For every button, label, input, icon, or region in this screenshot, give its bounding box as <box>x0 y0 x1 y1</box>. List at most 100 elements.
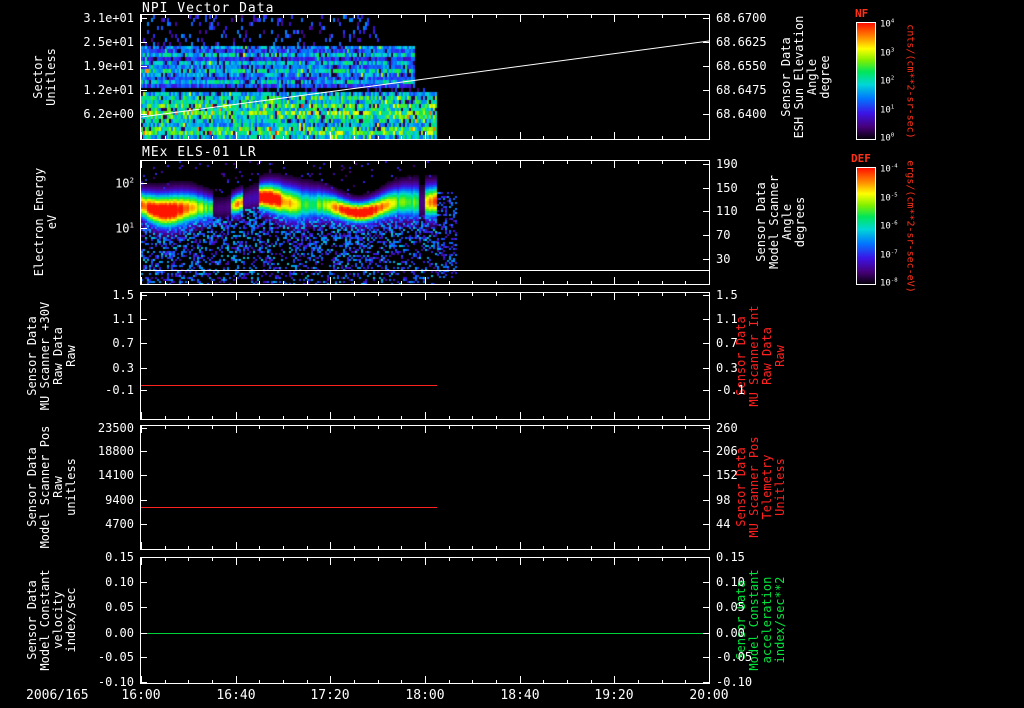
x-tick-mark <box>449 558 450 561</box>
right-axis-tick-label: 0.00 <box>716 625 745 640</box>
axis-label-line: unitless <box>64 458 78 516</box>
model-constant-velocity-panel[interactable] <box>140 557 710 684</box>
x-tick-mark <box>378 426 379 429</box>
y-tick-mark <box>141 582 147 583</box>
right-axis-tick-label: 0.7 <box>716 336 738 351</box>
x-tick-mark <box>401 680 402 683</box>
panel5-left-axis-label: Sensor Data Model Constant velocity index/s… <box>25 545 79 695</box>
x-tick-mark <box>472 161 473 164</box>
x-tick-mark <box>354 416 355 419</box>
y-tick-mark <box>141 368 147 369</box>
x-tick-mark <box>591 558 592 561</box>
y-tick-mark <box>703 295 709 296</box>
right-axis-tick-label: 44 <box>716 516 731 531</box>
y-tick-mark <box>703 607 709 608</box>
x-tick-mark <box>212 161 213 164</box>
x-tick-mark <box>165 281 166 284</box>
y-axis-tick-label: 0.15 <box>105 550 134 564</box>
mu-scanner-30v-panel[interactable] <box>140 292 710 420</box>
colorbar-tick-label: 101 <box>880 104 895 116</box>
x-tick-mark <box>330 676 331 683</box>
els-energy-spectrogram-panel[interactable] <box>140 160 710 285</box>
x-tick-mark <box>259 416 260 419</box>
x-tick-mark <box>188 15 189 18</box>
model-scanner-pos-series-line <box>141 507 437 508</box>
panel4-left-axis-label: Sensor Data Model Scanner Pos Raw unitless <box>25 412 79 562</box>
axis-label-line: Raw <box>64 345 78 367</box>
x-tick-mark <box>709 676 710 683</box>
x-tick-mark <box>662 546 663 549</box>
x-tick-mark <box>567 293 568 296</box>
y-tick-mark <box>703 475 709 476</box>
x-tick-mark <box>401 558 402 561</box>
y-tick-mark <box>703 451 709 452</box>
x-axis-tick-label: 19:20 <box>594 688 634 703</box>
x-tick-mark <box>141 132 142 139</box>
x-tick-mark <box>709 132 710 139</box>
x-tick-mark <box>520 412 521 419</box>
x-tick-mark <box>662 426 663 429</box>
y-tick-mark <box>703 42 709 43</box>
y-tick-mark <box>141 557 147 558</box>
x-tick-mark <box>141 676 142 683</box>
y-axis-tick-label: 3.1e+01 <box>83 11 134 26</box>
x-tick-mark <box>638 680 639 683</box>
y-tick-mark <box>703 259 709 260</box>
x-tick-mark <box>496 136 497 139</box>
y-tick-mark <box>141 682 147 683</box>
x-tick-mark <box>472 15 473 18</box>
y-axis-tick-label: -0.1 <box>105 383 134 398</box>
x-tick-mark <box>638 293 639 296</box>
x-tick-mark <box>567 416 568 419</box>
x-tick-mark <box>378 293 379 296</box>
x-tick-mark <box>307 161 308 164</box>
x-tick-mark <box>236 426 237 433</box>
x-tick-mark <box>259 293 260 296</box>
x-tick-mark <box>543 416 544 419</box>
y-tick-mark <box>703 390 709 391</box>
model-scanner-pos-panel[interactable] <box>140 425 710 550</box>
axis-label-line: Unitless <box>773 458 787 516</box>
x-tick-mark <box>212 546 213 549</box>
x-tick-mark <box>614 161 615 168</box>
right-axis-tick-label: 0.3 <box>716 360 738 375</box>
colorbar-tick-label: 10-8 <box>880 277 898 289</box>
x-tick-mark <box>567 281 568 284</box>
x-tick-mark <box>236 277 237 284</box>
x-tick-mark <box>591 281 592 284</box>
y-axis-tick-label: 0.10 <box>105 574 134 589</box>
model-constant-velocity-series-line <box>141 633 709 634</box>
x-tick-mark <box>188 281 189 284</box>
x-tick-mark <box>425 161 426 168</box>
y-axis-tick-label: 4700 <box>105 516 134 531</box>
nf-colorbar <box>856 22 876 140</box>
els-spectrogram-image <box>141 161 709 284</box>
sun-elevation-angle-line <box>141 40 709 118</box>
y-tick-mark <box>703 114 709 115</box>
x-tick-mark <box>259 546 260 549</box>
colorbar-tick-label: 100 <box>880 132 895 144</box>
right-axis-tick-label: 68.6700 <box>716 11 767 26</box>
x-tick-mark <box>165 15 166 18</box>
x-tick-mark <box>614 426 615 433</box>
x-tick-mark <box>307 136 308 139</box>
right-axis-tick-label: 68.6625 <box>716 35 767 50</box>
els-baseline-line <box>141 270 709 271</box>
x-tick-mark <box>401 293 402 296</box>
y-tick-mark <box>141 343 147 344</box>
def-colorbar-unit-label: ergs/(cm**2-sr-sec-eV) <box>904 152 917 302</box>
x-tick-mark <box>614 277 615 284</box>
right-axis-tick-label: 0.05 <box>716 599 745 614</box>
x-tick-mark <box>330 161 331 168</box>
x-tick-mark <box>638 558 639 561</box>
x-tick-mark <box>472 281 473 284</box>
x-tick-mark <box>614 558 615 565</box>
x-tick-mark <box>543 293 544 296</box>
x-tick-mark <box>662 416 663 419</box>
npi-sector-spectrogram-panel[interactable] <box>140 14 710 140</box>
x-tick-mark <box>662 161 663 164</box>
x-tick-mark <box>685 546 686 549</box>
axis-label-line: ergs/(cm**2-sr-sec-eV) <box>904 160 916 293</box>
x-tick-mark <box>472 546 473 549</box>
y-axis-tick-label: 23500 <box>97 420 134 435</box>
